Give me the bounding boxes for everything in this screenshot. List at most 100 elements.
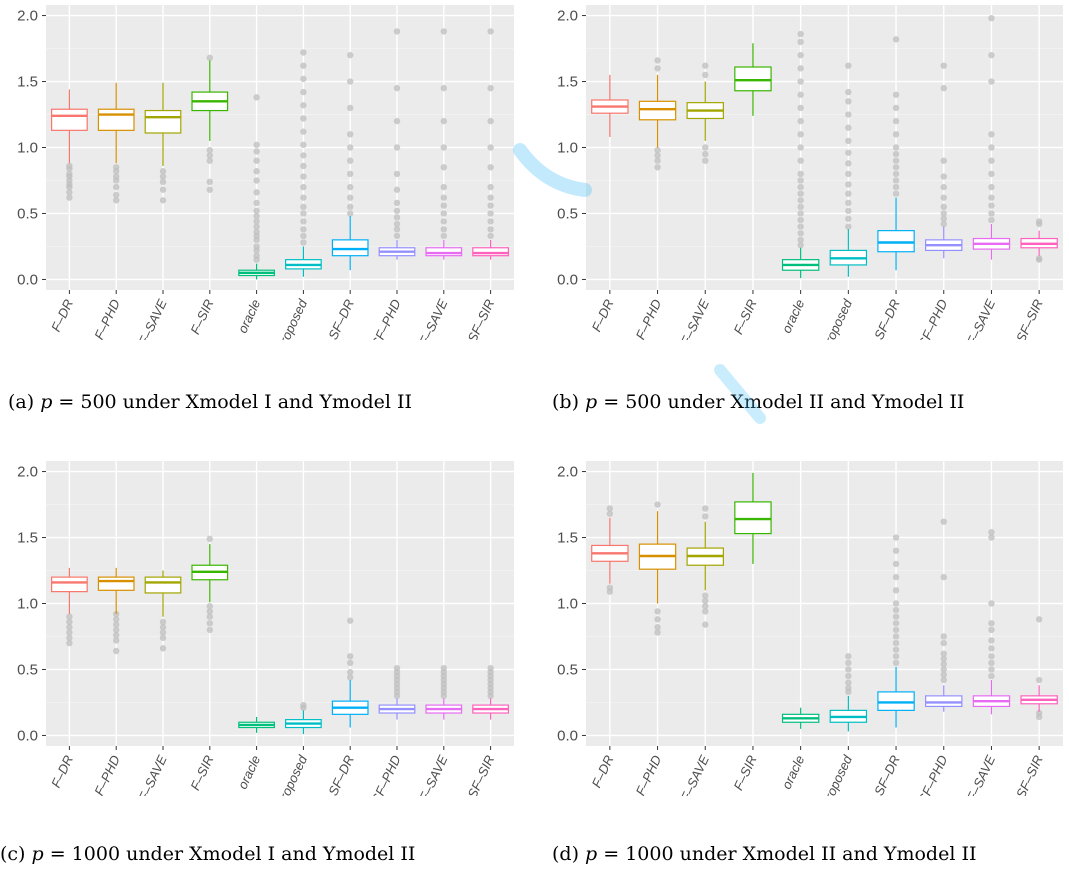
caption-b: (b) p = 500 under Xmodel II and Ymodel I… [552, 391, 964, 413]
caption-b-eq: = 500 under Xmodel II and Ymodel II [597, 391, 965, 413]
y-tick-label-a: 0.0 [17, 271, 38, 288]
outlier-point-a [393, 220, 401, 228]
outlier-point-b [892, 144, 900, 151]
outlier-point-c [159, 618, 167, 626]
outlier-point-a [253, 148, 260, 155]
outlier-point-b [797, 203, 804, 211]
outlier-point-c [206, 602, 213, 610]
outlier-point-d [940, 518, 947, 525]
outlier-point-a [253, 177, 260, 184]
outlier-point-b [892, 177, 900, 184]
outlier-point-b [988, 183, 995, 191]
outlier-point-d [892, 639, 900, 647]
outlier-point-a [347, 78, 354, 85]
outlier-point-c [66, 634, 73, 642]
outlier-point-c [159, 634, 167, 642]
x-tick-label-d: F–SIR [731, 753, 760, 793]
outlier-point-a [300, 226, 307, 233]
outlier-point-a [300, 102, 307, 109]
y-tick-label-c: 2.0 [17, 464, 38, 481]
x-tick-label-a: F–SAVE [135, 297, 169, 340]
outlier-point-b [892, 183, 900, 191]
box-a [144, 109, 182, 134]
box-a [51, 108, 88, 131]
outlier-point-c [113, 621, 120, 628]
outlier-point-b [797, 197, 804, 204]
outlier-point-b [940, 183, 947, 191]
outlier-point-d [940, 650, 947, 657]
outlier-point-a [300, 194, 307, 201]
outlier-point-a [347, 104, 354, 112]
outlier-point-a [440, 183, 447, 191]
x-tick-label-b: F–PHD [633, 297, 665, 340]
outlier-point-a [347, 203, 354, 211]
x-tick-label-b: SF–SIR [1013, 297, 1046, 340]
outlier-point-b [845, 215, 852, 222]
outlier-point-a [253, 218, 260, 225]
outlier-point-b [988, 157, 995, 164]
outlier-point-a [347, 144, 354, 151]
outlier-point-b [940, 194, 947, 201]
outlier-point-b [988, 202, 995, 209]
outlier-point-d [702, 621, 709, 628]
outlier-point-b [797, 170, 804, 178]
outlier-point-a [440, 202, 447, 209]
outlier-point-a [440, 226, 447, 233]
outlier-point-b [797, 65, 804, 72]
outlier-point-d [988, 666, 995, 673]
y-tick-label-a: 0.5 [17, 205, 38, 222]
outlier-point-a [206, 152, 213, 159]
box-b [734, 66, 772, 92]
outlier-point-b [892, 131, 900, 138]
outlier-point-b [845, 170, 852, 178]
outlier-point-d [988, 534, 995, 541]
outlier-point-b [845, 181, 852, 188]
outlier-point-a [300, 75, 307, 83]
outlier-point-b [892, 91, 900, 98]
outlier-point-b [940, 203, 947, 211]
outlier-point-a [300, 152, 307, 159]
outlier-point-b [892, 117, 900, 125]
x-tick-label-b: F–SIR [731, 297, 760, 337]
outlier-point-a [300, 62, 307, 69]
outlier-point-c [66, 639, 73, 647]
outlier-point-b [797, 104, 804, 112]
outlier-point-c [159, 645, 167, 652]
x-tick-label-a: F–PHD [91, 297, 123, 340]
outlier-point-c [347, 659, 354, 667]
outlier-point-a [253, 212, 260, 220]
outlier-point-b [797, 241, 804, 249]
outlier-point-b [988, 14, 995, 22]
outlier-point-b [797, 117, 804, 125]
outlier-point-b [654, 146, 661, 154]
caption-a-var: p [40, 391, 53, 413]
outlier-point-b [940, 220, 947, 228]
outlier-point-c [347, 668, 354, 676]
x-tick-label-a: SF–SAVE [412, 297, 450, 340]
outlier-point-a [487, 84, 494, 92]
outlier-point-a [440, 210, 447, 217]
outlier-point-c [347, 674, 354, 681]
outlier-point-c [113, 616, 120, 623]
y-tick-label-d: 0.0 [557, 727, 578, 744]
outlier-point-d [988, 529, 995, 536]
y-tick-label-d: 0.5 [557, 661, 578, 678]
outlier-point-a [300, 210, 307, 217]
outlier-point-a [440, 84, 447, 92]
x-tick-label-d: F–DR [589, 753, 617, 790]
outlier-point-b [702, 157, 709, 164]
outlier-point-b [654, 65, 661, 72]
outlier-point-a [253, 189, 260, 196]
outlier-point-b [845, 207, 852, 215]
y-tick-label-b: 0.5 [557, 205, 578, 222]
outlier-point-a [487, 28, 494, 35]
outlier-point-a [253, 207, 260, 215]
outlier-point-a [66, 162, 73, 170]
outlier-point-d [702, 597, 709, 605]
y-tick-label-a: 2.0 [17, 8, 38, 25]
outlier-point-b [940, 84, 947, 92]
outlier-point-b [797, 157, 804, 164]
boxplot-chart-c: 0.0 0.5 1.0 1.5 2.0 F–DR F–PHD F–SAVE F–SIR oracl… [17, 461, 514, 812]
outlier-point-c [440, 664, 447, 672]
outlier-point-d [654, 608, 661, 615]
